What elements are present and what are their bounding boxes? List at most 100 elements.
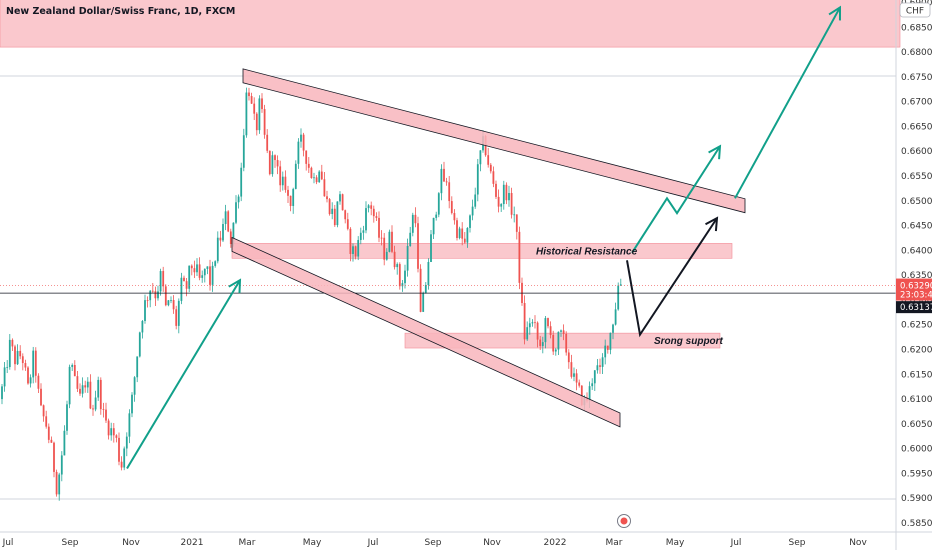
candle-body [344, 210, 347, 220]
x-tick-label: Sep [789, 538, 806, 548]
candle-body [240, 167, 243, 197]
candle-body [557, 331, 560, 350]
candle-body [500, 204, 503, 207]
candle-body [211, 265, 214, 285]
candle-body [27, 367, 29, 384]
candle-body [531, 322, 534, 324]
candle-body [458, 228, 461, 238]
candle-body [435, 214, 438, 218]
candle-body [619, 284, 622, 286]
candle-body [164, 286, 167, 306]
candle-body [1, 386, 3, 400]
candle-body [177, 300, 180, 326]
candle-body [180, 277, 183, 301]
candle-body [575, 373, 578, 383]
candle-body [102, 409, 105, 410]
x-tick-label: May [303, 538, 322, 548]
candle-body [172, 300, 175, 310]
candle-body [510, 193, 513, 215]
candle-body [380, 237, 383, 239]
candle-body [614, 309, 617, 325]
candle-body [385, 251, 388, 260]
candle-body [326, 196, 328, 200]
candle-body [73, 364, 76, 377]
candle-body [578, 382, 581, 386]
candle-body [214, 261, 217, 266]
candle-body [188, 265, 191, 289]
candle-body [162, 271, 165, 287]
candle-body [45, 416, 48, 427]
candle-body [157, 291, 159, 299]
candle-body [305, 150, 308, 164]
candle-body [84, 385, 87, 388]
top-zone [0, 0, 901, 48]
candle-body [560, 330, 562, 332]
chart-title: New Zealand Dollar/Swiss Franc, 1D, FXCM [6, 6, 235, 17]
candle-body [29, 377, 32, 384]
candle-body [6, 367, 9, 368]
candle-body [248, 92, 250, 97]
event-icon-dot [620, 517, 628, 525]
candle-body [146, 300, 149, 301]
candle-body [300, 134, 302, 142]
candle-body [388, 231, 391, 252]
candle-body [193, 268, 196, 273]
candle-body [310, 167, 313, 179]
candle-body [591, 383, 594, 387]
candle-body [487, 155, 490, 165]
candle-body [362, 230, 365, 233]
candle-body [37, 375, 40, 389]
candle-body [359, 232, 362, 240]
candle-body [175, 309, 178, 326]
x-tick-label: Sep [425, 538, 442, 548]
candle-body [505, 184, 508, 201]
candle-body [292, 188, 295, 206]
candle-body [53, 442, 55, 472]
x-tick-label: Nov [849, 538, 867, 548]
candle-body [549, 326, 552, 335]
candle-body [370, 205, 373, 209]
candle-body [222, 224, 224, 241]
arrow-long-target-head [828, 5, 842, 21]
candle-body [209, 266, 211, 285]
support-zone [404, 332, 721, 349]
channel-upper [242, 68, 746, 214]
candle-body [245, 92, 248, 136]
candle-body [154, 291, 157, 299]
x-tick-label: Nov [483, 538, 501, 548]
candle-body [268, 150, 271, 175]
candle-body [536, 322, 539, 340]
candle-body [99, 379, 102, 410]
candle-body [544, 318, 547, 343]
candle-body [11, 339, 14, 347]
x-tick-label: Jul [2, 538, 14, 548]
candle-body [513, 214, 516, 216]
candle-body [349, 228, 352, 254]
candle-body [469, 215, 471, 228]
candle-body [419, 268, 422, 312]
candle-body [63, 430, 66, 456]
candle-body [92, 408, 94, 410]
candle-body [125, 436, 128, 449]
candle-body [8, 339, 11, 368]
candle-body [219, 237, 222, 241]
historical-resistance-label: Historical Resistance [536, 246, 638, 257]
candle-body [617, 285, 620, 310]
candle-body [19, 350, 22, 357]
zones-layer [0, 0, 901, 500]
candle-body [138, 332, 141, 357]
candle-body [141, 320, 144, 333]
candle-body [79, 388, 81, 394]
candle-body [237, 196, 240, 203]
candle-body [471, 206, 474, 216]
candle-body [151, 290, 154, 292]
candle-body [515, 214, 518, 232]
candle-body [235, 202, 237, 223]
candle-body [281, 176, 284, 186]
